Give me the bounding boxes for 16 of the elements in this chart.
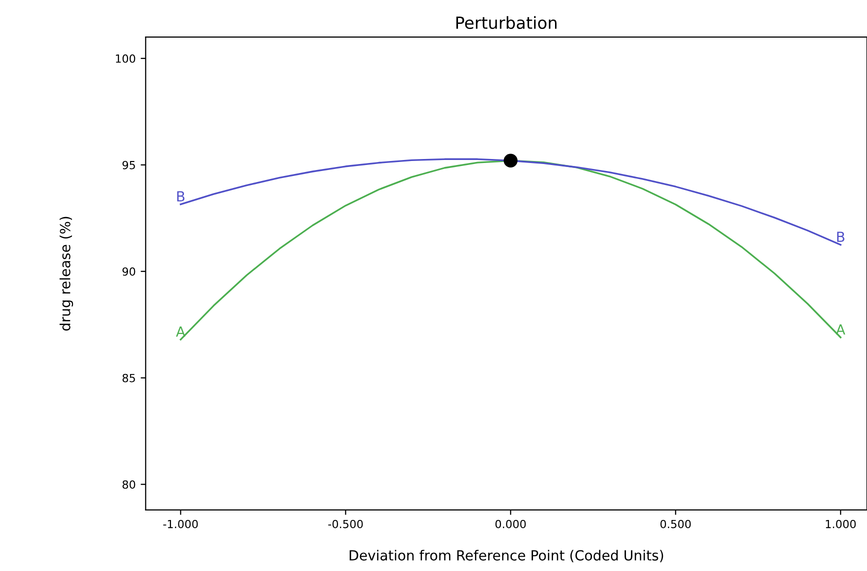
x-tick-label: 0.500 <box>660 520 691 528</box>
series-label: B <box>837 232 844 242</box>
y-tick-label: 90 <box>122 267 136 276</box>
y-tick-label: 100 <box>116 54 136 63</box>
text: B <box>177 191 184 202</box>
y-tick-label: 95 <box>122 160 135 170</box>
y-axis-title: drug release (%) <box>60 216 74 331</box>
x-axis-title: Deviation from Reference Point (Coded Units) <box>350 550 664 562</box>
text: A <box>176 326 186 337</box>
x-tick-label: -1.000 <box>163 520 198 528</box>
chart-title: Perturbation <box>456 16 557 30</box>
x-tick-label: 1.000 <box>826 520 856 528</box>
x-tick-label: 0.000 <box>495 520 526 528</box>
y-tick-label: 80 <box>122 480 136 489</box>
y-tick-label: 85 <box>122 374 135 382</box>
x-tick-label: -0.500 <box>328 520 363 528</box>
